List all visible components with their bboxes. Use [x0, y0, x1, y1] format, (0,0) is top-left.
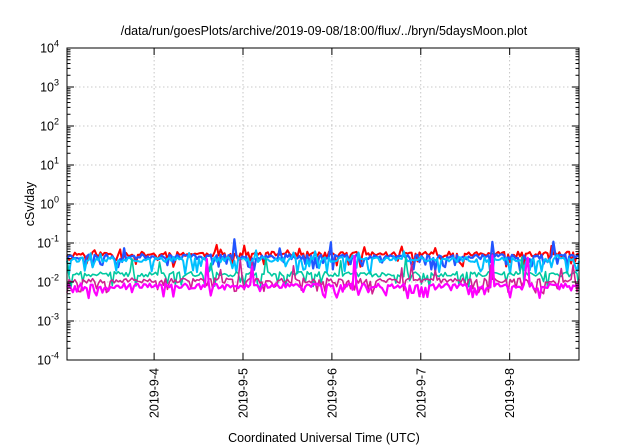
grid: [67, 48, 579, 360]
y-axis: 10-4 10-3 10-2 10-1 100 101 102 103 104: [37, 39, 579, 368]
chart-title: /data/run/goesPlots/archive/2019-09-08/1…: [121, 24, 528, 38]
x-tick-label: 2019-9-8: [503, 368, 517, 418]
x-axis-label: Coordinated Universal Time (UTC): [228, 431, 420, 445]
x-tick-label: 2019-9-7: [414, 368, 428, 418]
y-tick-label: 104: [40, 39, 59, 56]
y-axis-label: cSv/day: [23, 181, 37, 226]
y-tick-label: 103: [40, 78, 59, 95]
y-tick-label: 10-2: [37, 273, 59, 290]
y-tick-label: 101: [40, 156, 59, 173]
x-tick-label: 2019-9-5: [237, 368, 251, 418]
x-axis: 2019-9-4 2019-9-5 2019-9-6 2019-9-7 2019-9-8: [148, 48, 517, 418]
plot-area: [66, 238, 580, 300]
series-line-6: [66, 254, 580, 300]
y-tick-label: 10-4: [37, 351, 59, 368]
y-tick-label: 10-1: [37, 234, 59, 251]
x-tick-label: 2019-9-6: [325, 368, 339, 418]
y-tick-label: 10-3: [37, 312, 59, 329]
series-line-2: [66, 238, 580, 272]
y-tick-label: 100: [40, 195, 59, 212]
y-tick-label: 102: [40, 117, 59, 134]
x-tick-label: 2019-9-4: [148, 368, 162, 418]
